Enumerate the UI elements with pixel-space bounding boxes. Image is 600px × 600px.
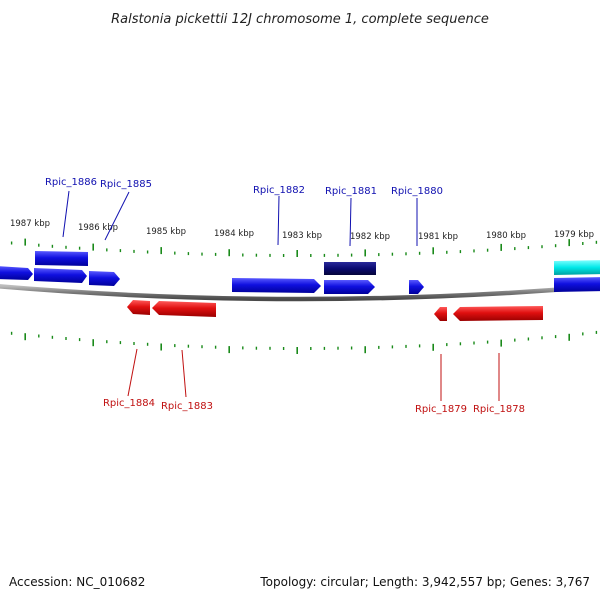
scale-label-1979: 1979 kbp [554, 230, 594, 240]
gene-labels: Rpic_1886 Rpic_1885 Rpic_1882 Rpic_1881 … [45, 177, 525, 415]
leader-lines [62, 190, 500, 401]
label-rpic-1883[interactable]: Rpic_1883 [161, 401, 213, 412]
scale-label-1986: 1986 kbp [78, 223, 118, 233]
rna-gene-cyan[interactable] [554, 260, 600, 275]
gene-rpic-1883[interactable] [152, 301, 216, 317]
gene-rpic-1882[interactable] [232, 278, 321, 293]
gene-arrow-right-edge[interactable] [554, 277, 600, 292]
leader-rpic-1884 [127, 348, 138, 397]
leader-rpic-1882 [277, 195, 280, 246]
scale-label-1987: 1987 kbp [10, 219, 50, 229]
leader-rpic-1881 [349, 197, 352, 247]
bottom-scale-ticks [10, 330, 598, 354]
chromosome-backbone [0, 284, 600, 302]
topology-summary: Topology: circular; Length: 3,942,557 bp… [259, 575, 590, 589]
label-rpic-1884[interactable]: Rpic_1884 [103, 398, 155, 409]
gene-arrow-c[interactable] [324, 280, 375, 294]
gene-arrow-left-edge[interactable] [0, 266, 33, 280]
accession-text: Accession: NC_010682 [9, 575, 145, 589]
gene-rpic-1880[interactable] [409, 280, 424, 294]
scale-labels: 1987 kbp 1986 kbp 1985 kbp 1984 kbp 1983… [10, 219, 594, 242]
leader-rpic-1885 [104, 191, 130, 241]
gene-rpic-1884[interactable] [127, 300, 150, 315]
scale-label-1984: 1984 kbp [214, 229, 254, 239]
scale-label-1982: 1982 kbp [350, 232, 390, 242]
map-title: Ralstonia pickettii 12J chromosome 1, co… [111, 12, 489, 27]
label-rpic-1881[interactable]: Rpic_1881 [325, 186, 377, 197]
label-rpic-1882[interactable]: Rpic_1882 [253, 185, 305, 196]
label-rpic-1879[interactable]: Rpic_1879 [415, 404, 467, 415]
scale-label-1981: 1981 kbp [418, 232, 458, 242]
label-rpic-1885[interactable]: Rpic_1885 [100, 179, 152, 190]
scale-label-1980: 1980 kbp [486, 231, 526, 241]
gene-arrow-a[interactable] [34, 268, 87, 283]
label-rpic-1878[interactable]: Rpic_1878 [473, 404, 525, 415]
forward-genes [0, 251, 600, 294]
scale-label-1983: 1983 kbp [282, 231, 322, 241]
scale-label-1985: 1985 kbp [146, 227, 186, 237]
gene-rpic-1881[interactable] [324, 262, 376, 275]
gene-rpic-1879[interactable] [434, 307, 447, 321]
gene-arrow-b[interactable] [89, 271, 120, 286]
label-rpic-1886[interactable]: Rpic_1886 [45, 177, 97, 188]
leader-rpic-1883 [181, 349, 187, 398]
label-rpic-1880[interactable]: Rpic_1880 [391, 186, 443, 197]
gene-rpic-1878[interactable] [453, 306, 543, 321]
top-scale-ticks [10, 238, 598, 257]
gene-rpic-1886[interactable] [35, 251, 88, 266]
leader-rpic-1886 [62, 190, 70, 238]
reverse-genes [127, 300, 543, 321]
